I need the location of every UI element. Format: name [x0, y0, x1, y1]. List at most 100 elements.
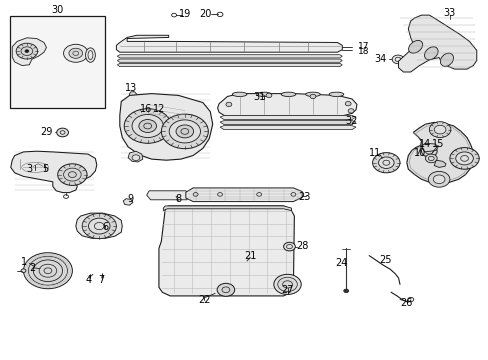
- Polygon shape: [406, 122, 472, 184]
- Polygon shape: [123, 199, 133, 205]
- Circle shape: [309, 94, 315, 99]
- Polygon shape: [163, 206, 291, 211]
- Circle shape: [265, 93, 271, 98]
- Circle shape: [58, 164, 87, 185]
- Text: 23: 23: [297, 192, 310, 202]
- Circle shape: [132, 114, 163, 138]
- Polygon shape: [128, 151, 142, 162]
- Circle shape: [378, 157, 393, 168]
- Text: 4: 4: [86, 275, 92, 285]
- Circle shape: [82, 213, 116, 239]
- Polygon shape: [159, 206, 294, 296]
- Text: 2: 2: [29, 263, 35, 273]
- Polygon shape: [146, 191, 189, 200]
- Text: 13: 13: [124, 83, 137, 93]
- Circle shape: [21, 269, 26, 273]
- Ellipse shape: [440, 53, 452, 66]
- Bar: [10, 16, 105, 108]
- Polygon shape: [12, 38, 46, 66]
- Circle shape: [156, 112, 166, 120]
- Polygon shape: [217, 94, 356, 116]
- Text: 20: 20: [199, 9, 211, 19]
- Circle shape: [69, 48, 82, 58]
- Circle shape: [88, 218, 110, 234]
- Text: 30: 30: [51, 5, 63, 15]
- Circle shape: [391, 55, 403, 64]
- Circle shape: [455, 152, 472, 165]
- Circle shape: [16, 43, 38, 59]
- Polygon shape: [220, 121, 355, 125]
- Circle shape: [372, 153, 399, 173]
- Polygon shape: [220, 116, 355, 120]
- Circle shape: [139, 120, 156, 132]
- Text: 1: 1: [21, 257, 27, 267]
- Ellipse shape: [281, 92, 295, 96]
- Text: 22: 22: [198, 294, 210, 305]
- Text: 29: 29: [40, 127, 52, 138]
- Circle shape: [33, 260, 62, 282]
- Ellipse shape: [424, 47, 437, 60]
- Text: 11: 11: [368, 148, 381, 158]
- Ellipse shape: [328, 92, 343, 96]
- Circle shape: [25, 50, 29, 53]
- Circle shape: [143, 113, 151, 119]
- Circle shape: [225, 102, 231, 107]
- Circle shape: [217, 283, 234, 296]
- Ellipse shape: [256, 92, 271, 96]
- Text: 32: 32: [344, 116, 357, 126]
- Circle shape: [23, 253, 72, 289]
- Circle shape: [283, 242, 295, 251]
- Circle shape: [132, 155, 140, 161]
- Ellipse shape: [305, 92, 320, 96]
- Circle shape: [345, 102, 350, 106]
- Circle shape: [57, 128, 68, 137]
- Polygon shape: [117, 59, 342, 62]
- Polygon shape: [185, 188, 302, 202]
- Text: 9: 9: [127, 194, 133, 204]
- Text: 19: 19: [178, 9, 191, 19]
- Ellipse shape: [408, 40, 422, 53]
- Text: 31: 31: [252, 92, 265, 102]
- Polygon shape: [220, 126, 355, 130]
- Text: 6: 6: [102, 222, 108, 232]
- Circle shape: [421, 145, 436, 157]
- Ellipse shape: [85, 48, 95, 62]
- Circle shape: [273, 274, 301, 294]
- Circle shape: [176, 125, 193, 138]
- Circle shape: [124, 109, 171, 143]
- Text: 7: 7: [99, 275, 104, 285]
- Text: 16: 16: [139, 104, 152, 114]
- Text: 27: 27: [281, 285, 293, 295]
- Text: 10: 10: [413, 148, 426, 158]
- Polygon shape: [433, 160, 445, 167]
- Circle shape: [433, 125, 445, 134]
- Circle shape: [427, 171, 449, 187]
- Text: 34: 34: [373, 54, 386, 64]
- Polygon shape: [129, 92, 137, 98]
- Polygon shape: [76, 213, 122, 238]
- Circle shape: [347, 109, 353, 113]
- Text: 25: 25: [378, 255, 391, 265]
- Text: 21: 21: [244, 251, 256, 261]
- Text: 8: 8: [175, 194, 181, 204]
- Text: 24: 24: [334, 258, 347, 268]
- Polygon shape: [398, 15, 476, 72]
- Circle shape: [425, 154, 436, 163]
- Text: 3: 3: [26, 164, 32, 174]
- Text: 5: 5: [42, 164, 48, 174]
- Circle shape: [63, 44, 88, 62]
- Polygon shape: [117, 55, 342, 58]
- Circle shape: [161, 114, 208, 149]
- Text: 33: 33: [443, 8, 455, 18]
- Ellipse shape: [232, 92, 246, 96]
- Text: 17: 17: [357, 41, 369, 50]
- Circle shape: [343, 289, 348, 293]
- Circle shape: [277, 277, 297, 292]
- Text: 15: 15: [430, 139, 443, 149]
- Circle shape: [428, 122, 450, 138]
- Circle shape: [169, 120, 200, 143]
- Circle shape: [449, 148, 478, 169]
- Text: 14: 14: [418, 139, 431, 149]
- Polygon shape: [421, 143, 437, 152]
- Text: 26: 26: [400, 298, 412, 308]
